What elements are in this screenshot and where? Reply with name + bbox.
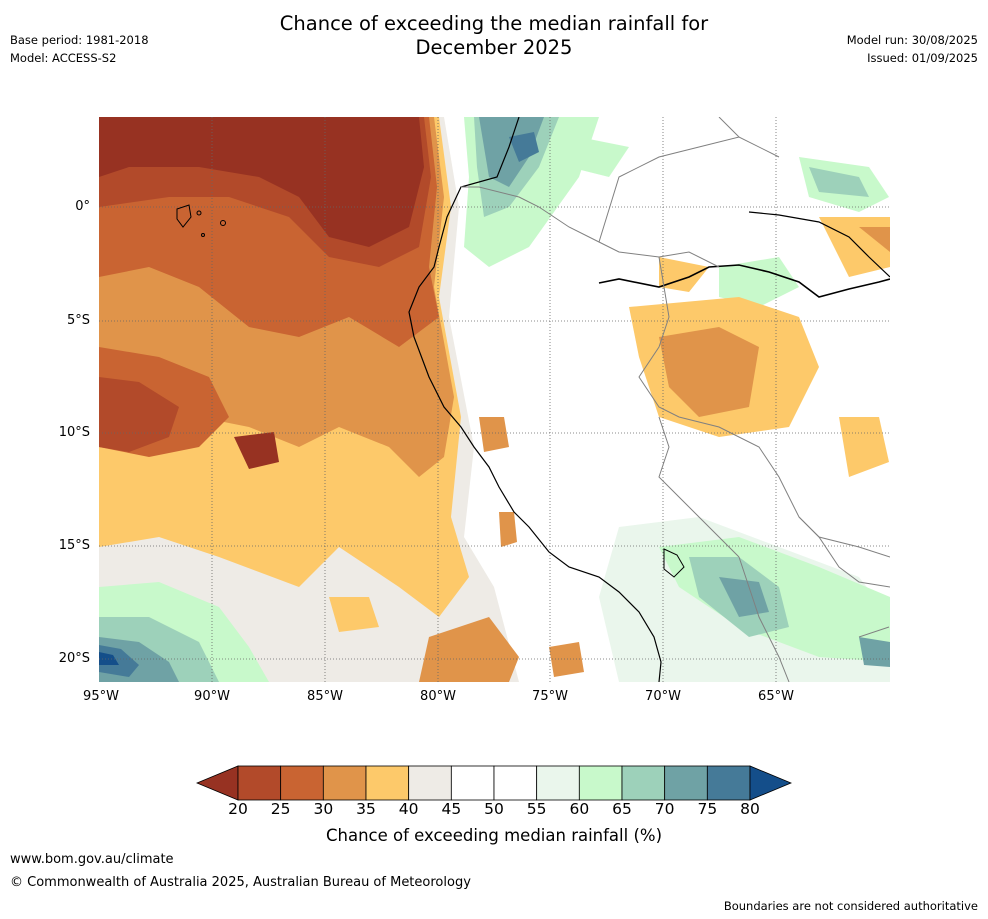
wet-anomaly-southeast [599,517,890,682]
colorbar-segment [621,765,666,801]
colorbar-tick-label: 45 [441,800,462,818]
colorbar-tick-label: 20 [228,800,248,818]
lon-label-85w: 85°W [307,689,343,704]
colorbar-segment [280,765,324,801]
colorbar-segment [536,765,580,801]
colorbar-segment [450,765,495,801]
colorbar-segment [322,765,367,801]
colorbar-tick-label: 65 [612,800,632,818]
colorbar-tick-label: 25 [270,800,291,818]
map-gridlines [99,117,890,682]
wet-anomaly-southwest [99,582,269,682]
amazon-river [598,264,890,298]
model-run-text: Model run: 30/08/2025 [846,33,978,47]
coastline [408,117,662,682]
colorbar-tick-label: 70 [654,800,675,818]
page-title: Chance of exceeding the median rainfall … [0,12,988,60]
lon-label-80w: 80°W [420,689,456,704]
lat-label-10s: 10°S [58,425,90,440]
colorbar-tick-label: 55 [526,800,547,818]
colorbar-graphic [195,765,793,801]
dry-anomaly-interior [629,217,890,477]
colorbar-segment [237,765,282,801]
meta-right: Model run: 30/08/2025 Issued: 01/09/2025 [847,31,978,67]
colorbar-segment [578,765,623,801]
country-borders [461,117,890,682]
footer-note: Boundaries are not considered authoritat… [723,899,978,913]
model-text: Model: ACCESS-S2 [10,51,117,65]
northern-river [748,211,890,278]
rainfall-map-canvas [99,117,890,682]
lat-label-0: 0° [75,199,90,214]
lat-label-15s: 15°S [58,538,90,553]
lon-label-90w: 90°W [194,689,230,704]
colorbar-arrow-low [195,765,239,801]
colorbar-tick-label: 80 [740,800,760,818]
colorbar-segment [664,765,708,801]
colorbar-tick-label: 50 [484,800,504,818]
lat-label-20s: 20°S [58,651,90,666]
colorbar-segment [493,765,538,801]
colorbar-tick-label: 30 [313,800,334,818]
colorbar-tick-label: 75 [697,800,718,818]
lon-label-65w: 65°W [758,689,794,704]
lake-titicaca [663,548,685,578]
footer-copyright: © Commonwealth of Australia 2025, Austra… [10,875,471,890]
colorbar-segment [706,765,751,801]
base-period-text: Base period: 1981-2018 [10,33,149,47]
colorbar-arrow-high [749,765,793,801]
colorbar-segment [365,765,410,801]
dry-anomaly-region [99,117,584,682]
title-line-2: December 2025 [415,36,573,59]
galapagos-islands [176,204,226,237]
rainfall-map [99,117,890,682]
colorbar-tick-label: 35 [356,800,376,818]
meta-left: Base period: 1981-2018 Model: ACCESS-S2 [10,31,149,67]
colorbar-tick-label: 60 [569,800,590,818]
footer-url: www.bom.gov.au/climate [10,852,174,867]
wet-anomaly-north [464,117,889,307]
colorbar-label: Chance of exceeding median rainfall (%) [325,826,663,845]
colorbar-segment [408,765,452,801]
lat-label-5s: 5°S [66,313,90,328]
lon-label-70w: 70°W [645,689,681,704]
title-line-1: Chance of exceeding the median rainfall … [279,12,709,35]
colorbar [195,765,793,801]
lon-label-95w: 95°W [83,689,119,704]
colorbar-tick-label: 40 [398,800,419,818]
issued-text: Issued: 01/09/2025 [867,51,978,65]
lon-label-75w: 75°W [532,689,568,704]
